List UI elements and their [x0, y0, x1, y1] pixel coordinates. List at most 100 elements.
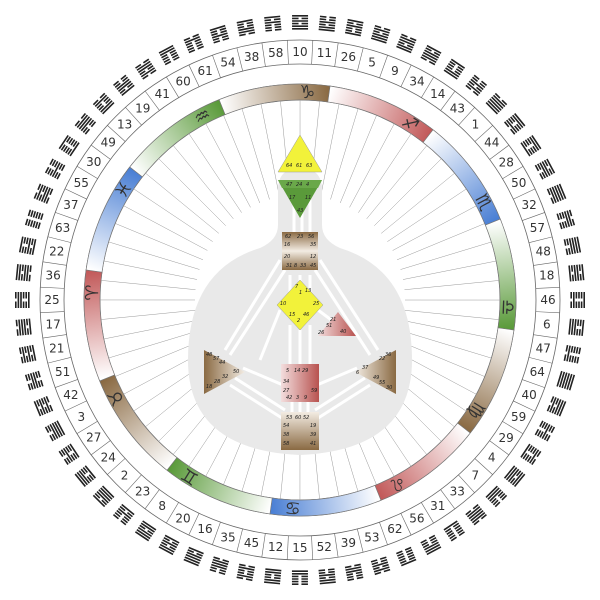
solar-gate-6: 6: [356, 370, 359, 376]
radial-line: [103, 260, 198, 280]
hexagram-icon: [420, 44, 442, 66]
root-gate-54: 54: [283, 423, 289, 429]
gate-divider: [400, 64, 412, 87]
gate-number: 57: [530, 221, 545, 235]
gate-number: 63: [55, 221, 70, 235]
gate-number: 44: [484, 136, 499, 150]
hexagram-icon: [344, 18, 364, 37]
gate-divider: [535, 286, 560, 289]
hexagram-icon: [420, 534, 442, 556]
gate-number: 51: [55, 365, 70, 379]
gate-number: 25: [44, 293, 59, 307]
ajna-gate-17: 17: [289, 195, 296, 201]
gate-number: 27: [86, 431, 101, 445]
gate-number: 45: [244, 536, 259, 550]
g-gate-7: 7: [295, 284, 299, 290]
root-gate-38: 38: [283, 432, 289, 438]
hexagram-icon: [18, 344, 37, 364]
gate-number: 32: [522, 198, 537, 212]
radial-line: [396, 339, 485, 377]
gate-divider: [107, 125, 126, 142]
radial-line: [374, 158, 442, 226]
radial-line: [396, 223, 485, 261]
sacral-gate-5: 5: [286, 368, 289, 374]
hexagram-icon: [74, 112, 97, 135]
root-gate-60: 60: [295, 415, 301, 421]
throat-gate-8: 8: [294, 263, 297, 269]
sacral-gate-29: 29: [302, 368, 308, 374]
hexagram-icon: [158, 534, 180, 556]
sacral-center: [281, 364, 319, 402]
gate-number: 29: [499, 431, 514, 445]
gate-number: 11: [317, 46, 332, 60]
gate-divider: [236, 528, 243, 553]
gate-divider: [236, 47, 243, 72]
gate-divider: [40, 311, 65, 314]
gate-number: 36: [46, 269, 61, 283]
hexagram-icon: [370, 24, 391, 44]
radial-line: [400, 241, 492, 270]
gate-divider: [212, 55, 221, 78]
spleen-center: [204, 350, 245, 394]
hexagram-icon: [236, 563, 256, 582]
radial-line: [330, 108, 359, 200]
aries-icon: ♈: [82, 284, 104, 301]
gate-number: 2: [121, 468, 129, 482]
gate-divider: [513, 400, 536, 412]
hexagram-icon: [465, 74, 488, 97]
gate-number: 26: [341, 50, 356, 64]
spleen-gate-32: 32: [222, 374, 228, 380]
ajna-gate-47: 47: [286, 182, 293, 188]
hexagram-icon: [134, 520, 157, 542]
radial-line: [223, 115, 261, 204]
radial-line: [404, 310, 500, 320]
hexagram-icon: [534, 420, 556, 442]
ajna-center-top: [278, 180, 322, 188]
hexagram-icon: [15, 318, 32, 336]
throat-center: [282, 232, 318, 270]
root-gate-52: 52: [303, 415, 309, 421]
throat-gate-31: 31: [286, 263, 292, 269]
sacral-gate-3: 3: [296, 395, 299, 401]
hexagram-icon: [135, 58, 157, 80]
throat-gate-20: 20: [284, 254, 290, 260]
ego-gate-40: 40: [340, 329, 346, 335]
gate-divider: [502, 421, 524, 434]
gate-divider: [47, 357, 72, 364]
gate-number: 31: [430, 499, 445, 513]
gate-divider: [42, 261, 67, 266]
gate-divider: [489, 144, 510, 160]
gate-divider: [64, 188, 87, 200]
gate-divider: [125, 107, 142, 126]
ring-circle: [63, 63, 537, 537]
g-gate-25: 25: [313, 301, 319, 307]
radial-line: [123, 205, 208, 251]
hexagram-icon: [503, 465, 526, 488]
gate-number: 54: [220, 56, 235, 70]
hexagram-icon: [112, 503, 135, 526]
hexagram-icon: [24, 209, 44, 230]
gate-divider: [421, 76, 434, 98]
hexagram-icon: [209, 24, 230, 44]
radial-line: [402, 320, 497, 340]
hexagram-icon: [18, 236, 37, 256]
gate-number: 15: [292, 541, 307, 555]
gate-number: 30: [86, 155, 101, 169]
solar-gate-37: 37: [362, 365, 369, 371]
ajna-gate-11: 11: [305, 195, 311, 201]
gate-number: 58: [268, 46, 283, 60]
spleen-gate-57: 57: [213, 356, 220, 362]
hexagram-icon: [570, 292, 586, 309]
gate-number: 50: [511, 176, 526, 190]
gate-divider: [40, 286, 65, 289]
gate-divider: [212, 522, 221, 545]
gate-number: 9: [391, 64, 399, 78]
root-gate-53: 53: [286, 415, 292, 421]
hexagram-icon: [318, 568, 336, 585]
ajna-gate-43: 43: [297, 208, 303, 214]
gate-divider: [334, 533, 339, 558]
hexagram-icon: [546, 183, 567, 204]
gate-divider: [440, 489, 456, 510]
ego-gate-51: 51: [326, 323, 332, 329]
head-gate-61: 61: [296, 163, 302, 169]
